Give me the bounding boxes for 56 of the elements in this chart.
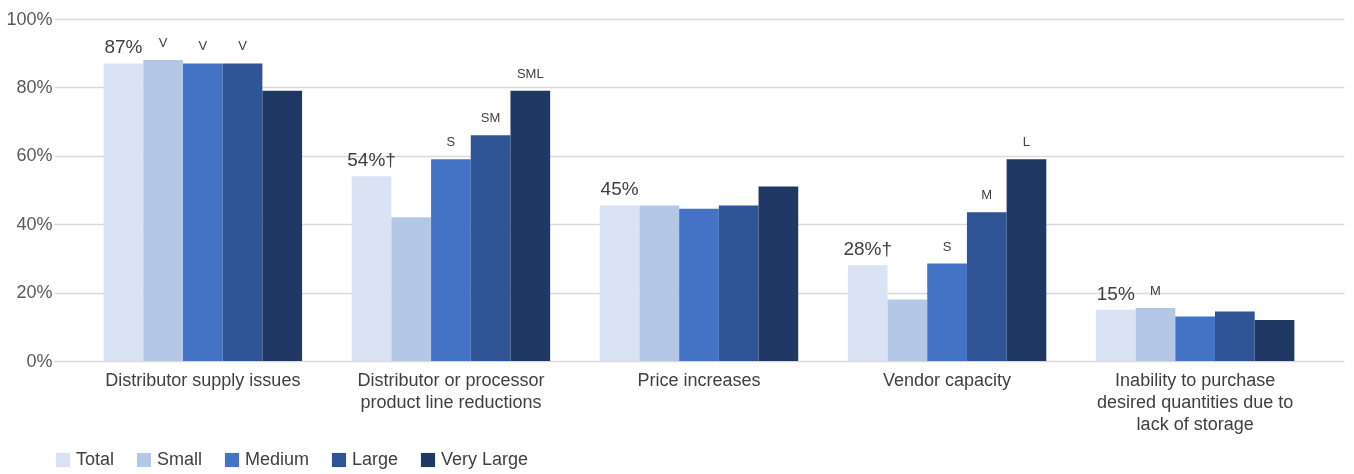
data-label: 15% xyxy=(1096,282,1135,304)
data-label: 28%† xyxy=(843,238,892,260)
data-label: SML xyxy=(516,65,544,81)
data-label: 87% xyxy=(104,36,143,58)
bar xyxy=(222,63,263,361)
legend-label: Total xyxy=(76,449,115,469)
bar xyxy=(887,299,928,361)
x-tick-label: Price increases xyxy=(637,369,761,390)
data-label: 45% xyxy=(600,178,639,200)
x-tick-label: Distributor or processor product line reductions xyxy=(357,369,545,412)
bar xyxy=(103,63,144,361)
legend-label: Medium xyxy=(245,449,310,469)
bar xyxy=(679,208,719,361)
y-tick-label: 60% xyxy=(16,145,53,166)
bar xyxy=(183,63,223,361)
bar xyxy=(470,135,511,361)
bar xyxy=(1095,309,1136,361)
bar xyxy=(351,176,392,361)
data-label: V xyxy=(158,35,168,51)
bar xyxy=(927,263,967,361)
bar xyxy=(510,90,551,361)
x-tick-label: Vendor capacity xyxy=(883,369,1012,390)
y-tick-label: 20% xyxy=(16,282,53,303)
data-label: L xyxy=(1022,134,1031,150)
y-tick-label: 100% xyxy=(6,8,53,29)
bar xyxy=(966,212,1007,361)
bar xyxy=(262,90,303,361)
bar xyxy=(639,205,680,361)
bar xyxy=(1215,311,1255,361)
legend-label: Small xyxy=(157,449,203,469)
bar xyxy=(847,265,888,361)
legend-label: Very Large xyxy=(441,449,529,469)
y-tick-label: 80% xyxy=(16,76,53,97)
data-label: V xyxy=(238,38,248,54)
x-tick-label: Distributor supply issues xyxy=(105,369,301,390)
bar xyxy=(1006,159,1047,361)
data-label: S xyxy=(942,238,952,254)
data-label: M xyxy=(1150,282,1161,298)
bar xyxy=(1135,307,1176,361)
bar xyxy=(143,60,183,361)
bar xyxy=(718,205,759,361)
bar xyxy=(1175,316,1215,361)
x-tick-label: Inability to purchase desired quantities due to lack of storage xyxy=(1097,369,1294,434)
data-label: SM xyxy=(480,110,501,126)
bar xyxy=(431,159,471,361)
legend-label: Large xyxy=(352,449,399,469)
data-label: 54%† xyxy=(347,149,396,171)
y-tick-label: 0% xyxy=(26,350,53,371)
y-tick-label: 40% xyxy=(16,213,53,234)
bar xyxy=(1254,319,1295,361)
bar xyxy=(758,186,799,361)
data-label: V xyxy=(198,38,208,54)
bar xyxy=(391,217,432,361)
data-label: M xyxy=(981,187,993,203)
bar xyxy=(599,205,640,361)
data-label: S xyxy=(446,134,456,150)
